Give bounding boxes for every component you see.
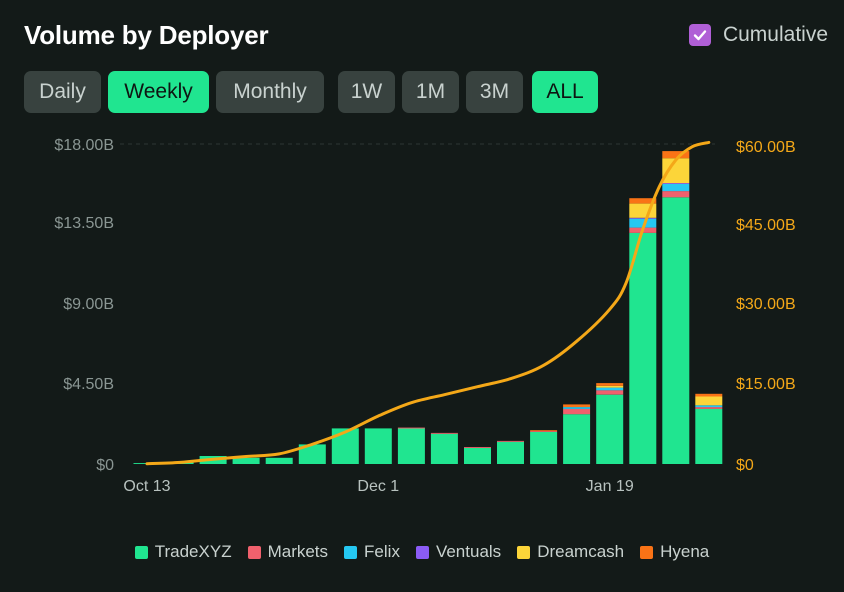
x-tick-label: Jan 19: [586, 478, 634, 495]
legend-label: Felix: [364, 542, 400, 561]
bar-segment-felix[interactable]: [596, 387, 624, 391]
bars-layer: [133, 151, 723, 465]
x-tick-label: Dec 1: [357, 478, 399, 495]
legend-swatch: [640, 545, 654, 559]
bar-segment-tradexyz[interactable]: [331, 428, 359, 464]
legend-swatch: [415, 545, 429, 559]
tab-daily[interactable]: Daily: [24, 71, 101, 113]
bar-segment-hyena[interactable]: [662, 151, 690, 159]
check-icon: [693, 30, 707, 41]
bar-segment-tradexyz[interactable]: [563, 414, 591, 464]
y-right-tick-2: $30.00B: [736, 296, 796, 313]
bar-segment-felix[interactable]: [563, 407, 591, 409]
bar-segment-tradexyz[interactable]: [232, 457, 260, 464]
x-tick-label: Oct 13: [123, 478, 170, 495]
bar-segment-tradexyz[interactable]: [629, 232, 657, 464]
bar-segment-markets[interactable]: [530, 431, 558, 432]
bar-segment-tradexyz[interactable]: [364, 428, 392, 464]
bar-segment-tradexyz[interactable]: [695, 408, 723, 464]
bar-segment-tradexyz[interactable]: [662, 197, 690, 465]
legend-label: TradeXYZ: [154, 542, 232, 561]
bar-segment-tradexyz[interactable]: [530, 432, 558, 464]
legend-item-tradexyz[interactable]: TradeXYZ: [134, 542, 232, 562]
cumulative-checkbox[interactable]: [688, 24, 711, 46]
tab-1m[interactable]: 1M: [402, 71, 459, 113]
y-right-tick-3: $45.00B: [736, 217, 796, 234]
bar-segment-dreamcash[interactable]: [596, 385, 624, 388]
legend-label: Hyena: [660, 542, 710, 561]
cumulative-toggle[interactable]: Cumulative: [688, 23, 828, 47]
cumulative-label: Cumulative: [722, 23, 828, 46]
bar-segment-markets[interactable]: [397, 427, 425, 429]
bar-segment-felix[interactable]: [695, 405, 723, 408]
bar-segment-markets[interactable]: [464, 447, 491, 448]
bar-segment-dreamcash[interactable]: [695, 396, 723, 406]
bar-segment-hyena[interactable]: [596, 383, 624, 386]
bar-segment-markets[interactable]: [563, 408, 591, 415]
bar-segment-tradexyz[interactable]: [464, 448, 491, 464]
bar-segment-markets[interactable]: [497, 440, 524, 442]
bar-segment-hyena[interactable]: [629, 198, 657, 204]
bar-segment-hyena[interactable]: [530, 430, 558, 432]
bar-segment-hyena[interactable]: [695, 393, 723, 397]
bar-segment-felix[interactable]: [629, 218, 657, 228]
chart-legend: TradeXYZ Markets Felix Ventuals Dreamcas…: [0, 542, 844, 562]
y-right-tick-4: $60.00B: [736, 139, 796, 156]
legend-swatch: [247, 545, 261, 559]
legend-swatch: [344, 545, 358, 559]
y-left-tick-2: $9.00B: [63, 296, 114, 313]
legend-item-hyena[interactable]: Hyena: [640, 542, 709, 562]
y-left-tick-4: $18.00B: [54, 137, 114, 154]
bar-segment-ventuals[interactable]: [662, 183, 690, 184]
chart-title: Volume by Deployer: [24, 20, 269, 50]
legend-label: Ventuals: [435, 542, 502, 561]
legend-item-ventuals[interactable]: Ventuals: [415, 542, 502, 562]
y-right-tick-0: $0: [736, 457, 754, 474]
tab-1w[interactable]: 1W: [338, 71, 395, 113]
y-right-tick-1: $15.00B: [736, 376, 796, 393]
bar-segment-felix[interactable]: [662, 184, 690, 192]
bar-segment-markets[interactable]: [430, 432, 458, 434]
tab-weekly[interactable]: Weekly: [108, 71, 209, 113]
bar-segment-markets[interactable]: [662, 191, 690, 198]
y-left-tick-3: $13.50B: [54, 215, 114, 232]
bar-segment-markets[interactable]: [596, 390, 624, 395]
bar-segment-markets[interactable]: [695, 407, 723, 409]
legend-label: Dreamcash: [537, 542, 625, 561]
bar-segment-tradexyz[interactable]: [596, 394, 624, 464]
legend-item-markets[interactable]: Markets: [247, 542, 329, 562]
y-left-tick-1: $4.50B: [63, 376, 114, 393]
bar-segment-tradexyz[interactable]: [265, 457, 293, 464]
legend-swatch: [134, 545, 148, 559]
bar-segment-tradexyz[interactable]: [430, 433, 458, 464]
legend-item-felix[interactable]: Felix: [344, 542, 400, 562]
cumulative-line: [145, 140, 711, 466]
bar-segment-tradexyz[interactable]: [397, 428, 425, 464]
legend-swatch: [517, 545, 531, 559]
legend-label: Markets: [267, 542, 329, 561]
tab-3m[interactable]: 3M: [466, 71, 523, 113]
bar-segment-tradexyz[interactable]: [497, 441, 524, 464]
y-left-tick-0: $0: [96, 457, 114, 474]
tab-all[interactable]: ALL: [532, 71, 598, 113]
legend-item-dreamcash[interactable]: Dreamcash: [517, 542, 624, 562]
bar-segment-hyena[interactable]: [563, 404, 591, 408]
bar-segment-tradexyz[interactable]: [298, 444, 326, 464]
bar-segment-ventuals[interactable]: [629, 217, 657, 219]
tab-monthly[interactable]: Monthly: [216, 71, 324, 113]
